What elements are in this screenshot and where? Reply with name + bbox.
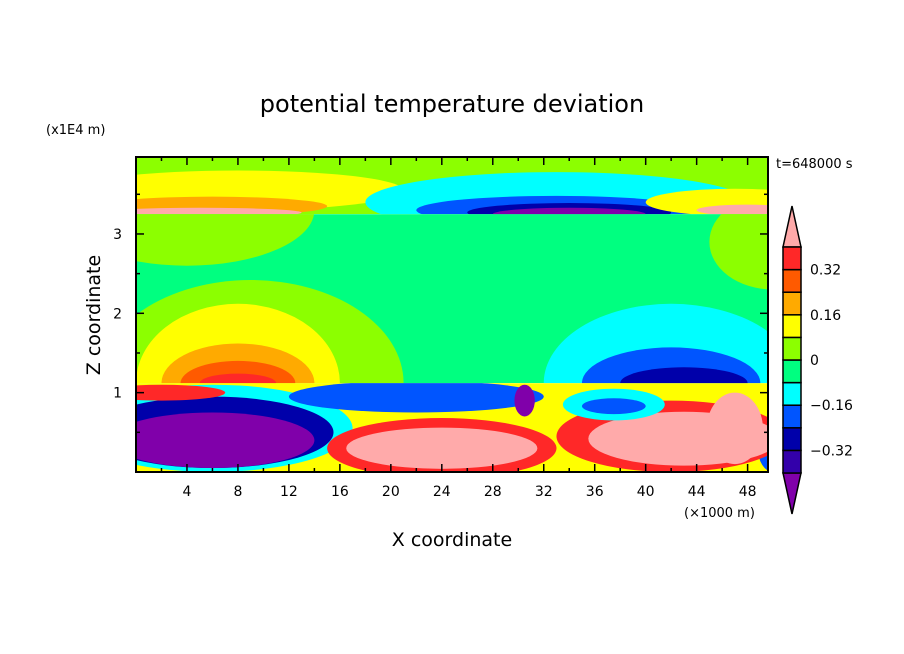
contour-field xyxy=(136,157,768,472)
contour-region xyxy=(136,214,315,266)
contour-region xyxy=(514,384,535,417)
field-layer xyxy=(136,157,768,215)
x-tick-label: 16 xyxy=(331,484,349,500)
x-tick-label: 36 xyxy=(586,484,604,500)
colorbar: 0.32 0.16 0 −0.16 −0.32 xyxy=(782,205,853,515)
colorbar-extend-min xyxy=(782,472,802,515)
colorbar-segment xyxy=(782,381,802,406)
x-axis-label: X coordinate xyxy=(392,529,512,551)
colorbar-tick-label: 0.16 xyxy=(810,308,841,324)
x-tick-label: 24 xyxy=(433,484,451,500)
contour-region xyxy=(709,214,768,290)
time-label: t=648000 s xyxy=(776,157,853,172)
colorbar-segment xyxy=(782,404,802,429)
colorbar-segment xyxy=(782,246,802,271)
y-tick-label: 2 xyxy=(113,306,122,322)
y-tick-label: 1 xyxy=(113,386,122,402)
colorbar-tick-label: 0 xyxy=(810,353,819,369)
colorbar-tick-label: −0.16 xyxy=(810,398,853,414)
colorbar-segment xyxy=(782,359,802,384)
x-tick-label: 20 xyxy=(382,484,400,500)
contour-region xyxy=(136,384,226,401)
colorbar-segment xyxy=(782,449,802,474)
contour-region xyxy=(696,204,768,215)
colorbar-tick-label: −0.32 xyxy=(810,443,853,459)
contour-region xyxy=(492,207,646,215)
x-tick-label: 4 xyxy=(183,484,192,500)
contour-region xyxy=(136,412,315,469)
chart-title: potential temperature deviation xyxy=(260,90,644,118)
colorbar-extend-max xyxy=(782,205,802,248)
field-layer xyxy=(136,383,768,472)
x-unit-label: (×1000 m) xyxy=(684,506,755,521)
x-tick-label: 12 xyxy=(280,484,298,500)
field-layer xyxy=(136,214,768,384)
x-tick-label: 48 xyxy=(739,484,757,500)
colorbar-segment xyxy=(782,336,802,361)
plot-frame xyxy=(135,156,769,473)
contour-region xyxy=(620,367,748,384)
contour-region xyxy=(288,383,544,413)
colorbar-segment xyxy=(782,268,802,293)
colorbar-tick-label: 0.32 xyxy=(810,263,841,279)
contour-region xyxy=(136,207,302,215)
colorbar-segment xyxy=(782,427,802,452)
contour-region xyxy=(581,398,646,415)
x-tick-label: 32 xyxy=(535,484,553,500)
contour-region xyxy=(706,392,763,465)
colorbar-segment xyxy=(782,314,802,339)
y-tick-label: 3 xyxy=(113,227,122,243)
colorbar-segment xyxy=(782,291,802,316)
x-tick-label: 8 xyxy=(233,484,242,500)
contour-region xyxy=(199,373,277,384)
x-tick-label: 44 xyxy=(688,484,706,500)
y-unit-label: (x1E4 m) xyxy=(46,123,105,138)
x-tick-label: 40 xyxy=(637,484,655,500)
contour-region xyxy=(346,427,538,469)
y-axis-label: Z coordinate xyxy=(83,255,105,375)
x-tick-label: 28 xyxy=(484,484,502,500)
